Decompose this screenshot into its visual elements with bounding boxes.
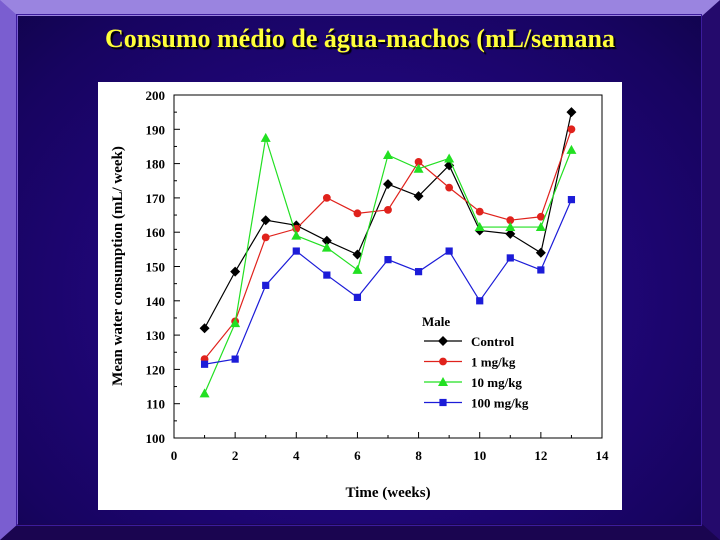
data-point-triangle [291, 230, 302, 240]
y-tick-label: 150 [146, 260, 166, 275]
data-point-diamond [352, 249, 363, 260]
y-tick-label: 130 [146, 328, 166, 343]
data-point-diamond [260, 215, 271, 226]
data-point-square [506, 254, 514, 262]
data-point-circle [353, 209, 362, 218]
series-2 [199, 132, 577, 398]
x-tick-label: 14 [596, 448, 610, 463]
data-point-circle [414, 157, 423, 166]
x-axis: 0 2 4 6 8 10 12 14 [171, 432, 609, 463]
series-line [204, 129, 572, 360]
x-tick-label: 0 [171, 448, 178, 463]
slide-title: Consumo médio de água-machos (mL/semana [105, 24, 615, 53]
legend-label: 100 mg/kg [471, 396, 529, 411]
legend-item: Control [424, 334, 514, 349]
data-point-square [292, 247, 300, 255]
y-tick-label: 200 [146, 88, 166, 103]
data-point-circle [445, 183, 454, 192]
data-point-square [262, 281, 270, 289]
data-point-diamond [383, 179, 393, 190]
y-tick-label: 190 [146, 122, 166, 137]
x-tick-label: 8 [415, 448, 422, 463]
data-point-circle [536, 212, 545, 221]
series-line [204, 199, 572, 365]
legend-title: Male [422, 314, 450, 329]
data-point-square [414, 268, 423, 276]
data-point-triangle [413, 163, 424, 173]
data-point-square [200, 360, 209, 368]
legend-item: 10 mg/kg [424, 375, 522, 390]
legend-item: 100 mg/kg [424, 396, 529, 411]
data-point-diamond [413, 191, 424, 202]
data-point-square [445, 247, 453, 255]
data-point-square [384, 256, 392, 264]
x-tick-label: 10 [473, 448, 486, 463]
chart-panel: 100 110 120 130 140 150 160 170 180 190 200 0 2 4 6 8 1… [98, 82, 622, 510]
data-point-circle [506, 216, 515, 225]
data-point-square [231, 355, 239, 363]
data-point-circle [475, 207, 484, 216]
legend-label: 10 mg/kg [471, 375, 522, 390]
y-axis-label: Mean water consumption (mL/ week) [110, 146, 126, 386]
slide-inner-border [16, 14, 702, 526]
data-point-diamond [199, 323, 210, 334]
data-point-triangle [444, 153, 455, 163]
data-point-square [323, 271, 331, 279]
data-point-square [537, 266, 545, 274]
data-point-triangle [230, 318, 241, 328]
data-point-triangle [260, 132, 271, 142]
data-point-square [476, 297, 484, 305]
data-point-circle [384, 206, 392, 214]
data-point-triangle [199, 388, 210, 398]
data-point-diamond [438, 336, 448, 346]
x-axis-label: Time (weeks) [345, 485, 430, 501]
data-point-square [567, 196, 576, 204]
data-point-triangle [474, 222, 485, 232]
y-tick-label: 180 [146, 157, 166, 172]
legend: Male Control 1 mg/kg 10 mg/kg 100 mg/kg [422, 314, 529, 411]
line-chart: 100 110 120 130 140 150 160 170 180 190 200 0 2 4 6 8 1… [110, 88, 609, 501]
data-point-diamond [321, 235, 332, 246]
series-1 [200, 125, 576, 364]
data-point-triangle [383, 150, 393, 160]
series-line [204, 137, 572, 394]
legend-item: 1 mg/kg [424, 355, 516, 370]
data-point-triangle [505, 222, 516, 232]
y-tick-label: 160 [146, 225, 166, 240]
data-point-circle [261, 233, 270, 242]
data-point-square [439, 398, 447, 407]
series-layer [199, 107, 577, 398]
x-tick-label: 2 [232, 448, 239, 463]
x-tick-label: 6 [354, 448, 361, 463]
legend-label: 1 mg/kg [471, 355, 516, 370]
data-point-triangle [352, 264, 363, 274]
x-tick-label: 4 [293, 448, 300, 463]
data-point-circle [567, 125, 576, 134]
data-point-diamond [230, 266, 241, 277]
data-point-square [353, 293, 362, 301]
data-point-triangle [321, 242, 332, 252]
data-point-circle [439, 357, 447, 366]
data-point-diamond [505, 228, 516, 239]
data-point-circle [322, 194, 331, 202]
data-point-diamond [535, 247, 546, 258]
data-point-triangle [535, 222, 546, 232]
x-tick-label: 12 [534, 448, 547, 463]
data-point-triangle [566, 144, 577, 154]
data-point-diamond [566, 107, 577, 118]
y-tick-label: 100 [146, 431, 166, 446]
legend-label: Control [471, 334, 514, 349]
series-line [204, 112, 573, 329]
y-tick-label: 140 [146, 294, 166, 309]
data-point-triangle [438, 377, 448, 386]
y-tick-label: 120 [146, 362, 166, 377]
y-tick-label: 110 [146, 397, 165, 412]
y-tick-label: 170 [146, 191, 166, 206]
series-3 [200, 196, 576, 368]
series-0 [199, 107, 577, 334]
y-axis: 100 110 120 130 140 150 160 170 180 190 200 [146, 88, 180, 446]
